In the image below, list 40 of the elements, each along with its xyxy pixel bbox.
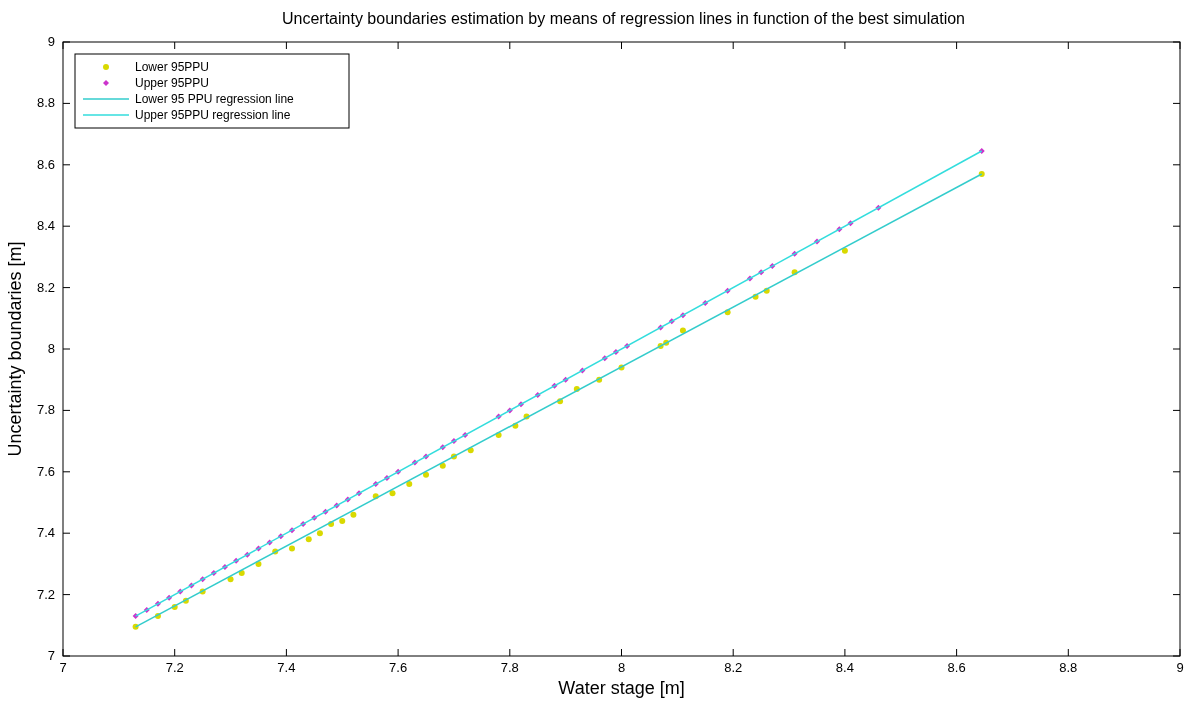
y-tick-label: 7.4 [36,525,55,541]
x-tick-label: 8.6 [947,660,966,675]
y-tick-label: 7.8 [36,402,55,418]
y-tick-label: 8.2 [36,279,55,295]
y-tick-label: 8 [47,341,55,356]
legend-label: Lower 95PPU [135,60,210,74]
y-tick-label: 8.4 [36,218,55,234]
y-tick-label: 9 [47,34,55,49]
x-tick-label: 9 [1176,660,1184,675]
y-axis-title: Uncertainty boundaries [m] [5,241,25,457]
chart-title: Uncertainty boundaries estimation by means of regression lines in function of the best simulation [281,10,966,27]
point [406,481,413,488]
point [227,576,234,583]
legend-label: Lower 95 PPU regression line [135,92,295,106]
x-tick-label: 7.4 [277,660,296,675]
point [389,490,396,497]
x-tick-label: 7.8 [500,660,519,675]
x-tick-label: 8.8 [1059,660,1078,675]
point [439,462,446,469]
y-tick-label: 8.6 [36,156,55,172]
y-tick-label: 7 [47,648,55,663]
x-tick-label: 8.2 [724,660,743,675]
x-tick-label: 8.4 [835,660,854,675]
y-tick-label: 7.2 [36,586,55,602]
point [305,536,312,543]
point [350,511,357,518]
point [339,517,346,524]
x-axis-title: Water stage [m] [558,678,685,698]
x-tick-label: 8 [617,660,626,675]
legend-label: Upper 95PPU regression line [135,108,291,122]
y-tick-label: 7.6 [36,463,55,479]
point [841,247,848,254]
point [288,545,295,552]
x-tick-label: 7 [59,660,67,675]
x-tick-label: 7.2 [165,660,184,675]
y-tick-label: 8.8 [36,95,55,111]
x-tick-label: 7.6 [389,660,408,675]
point [316,530,323,537]
legend-label: Upper 95PPU [135,76,210,90]
point [423,471,430,478]
